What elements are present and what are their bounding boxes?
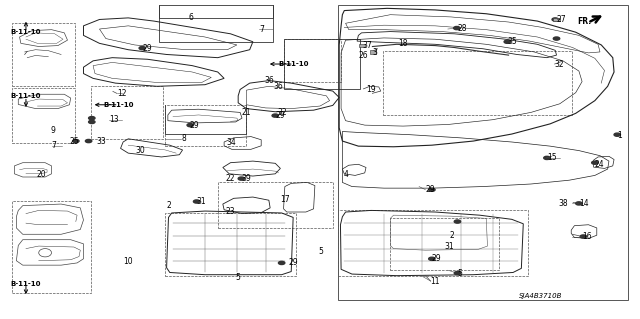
- Text: 20: 20: [36, 170, 46, 179]
- Text: 5: 5: [318, 247, 323, 256]
- Bar: [164, 213, 296, 276]
- Text: 27: 27: [557, 15, 566, 24]
- Circle shape: [429, 257, 435, 260]
- Circle shape: [454, 271, 461, 275]
- Circle shape: [454, 26, 460, 30]
- Text: 32: 32: [278, 108, 287, 117]
- Text: B-11-10: B-11-10: [104, 102, 134, 108]
- Bar: [390, 219, 499, 270]
- Text: 24: 24: [595, 160, 605, 169]
- Text: 30: 30: [136, 146, 146, 155]
- Text: 17: 17: [280, 195, 290, 204]
- Circle shape: [552, 18, 559, 21]
- Text: 35: 35: [508, 37, 517, 46]
- Circle shape: [429, 188, 435, 191]
- Circle shape: [238, 177, 244, 180]
- Text: 37: 37: [362, 41, 372, 50]
- Bar: [164, 105, 246, 146]
- Text: 16: 16: [582, 232, 592, 241]
- Bar: [91, 86, 163, 139]
- Bar: [284, 39, 360, 90]
- Text: 29: 29: [275, 111, 285, 120]
- Text: 34: 34: [227, 138, 236, 147]
- Text: B-11-10: B-11-10: [11, 93, 41, 100]
- Text: 29: 29: [142, 44, 152, 53]
- Bar: [218, 182, 333, 228]
- Text: 7: 7: [52, 141, 56, 150]
- Circle shape: [88, 116, 95, 120]
- Bar: [338, 211, 528, 276]
- Text: 5: 5: [236, 273, 241, 282]
- Circle shape: [278, 261, 285, 264]
- Text: FR.: FR.: [577, 17, 592, 26]
- Circle shape: [614, 133, 620, 136]
- Text: 29: 29: [431, 254, 441, 263]
- Circle shape: [85, 139, 92, 143]
- Circle shape: [576, 202, 582, 205]
- Text: 21: 21: [241, 108, 251, 117]
- Text: 31: 31: [196, 197, 206, 206]
- Text: B-11-10: B-11-10: [278, 61, 309, 67]
- Text: 15: 15: [547, 153, 557, 162]
- Text: 13: 13: [109, 115, 118, 124]
- Text: 33: 33: [96, 137, 106, 145]
- Circle shape: [139, 47, 145, 50]
- Text: 3: 3: [372, 48, 378, 57]
- Text: B-11-10: B-11-10: [11, 29, 41, 35]
- Circle shape: [272, 114, 278, 117]
- Bar: [12, 201, 91, 293]
- Bar: [338, 5, 628, 300]
- Text: 9: 9: [51, 126, 55, 135]
- Circle shape: [544, 156, 550, 160]
- Text: 31: 31: [444, 242, 454, 251]
- Text: 4: 4: [344, 170, 349, 179]
- Text: 26: 26: [358, 51, 368, 60]
- Text: 18: 18: [399, 40, 408, 48]
- Text: 14: 14: [579, 199, 589, 208]
- Text: 7: 7: [259, 25, 264, 33]
- Circle shape: [187, 123, 193, 127]
- Circle shape: [72, 139, 79, 143]
- Text: 5: 5: [458, 269, 462, 278]
- Text: 22: 22: [225, 174, 235, 183]
- Text: 36: 36: [264, 76, 274, 85]
- Text: 29: 29: [189, 121, 199, 130]
- Circle shape: [591, 161, 598, 164]
- Text: 25: 25: [69, 137, 79, 145]
- Text: 1: 1: [617, 131, 622, 140]
- Circle shape: [193, 200, 200, 203]
- Text: 2: 2: [450, 231, 454, 240]
- Text: 23: 23: [225, 207, 235, 216]
- Text: 10: 10: [123, 257, 132, 266]
- Circle shape: [580, 235, 587, 238]
- Text: 32: 32: [555, 60, 564, 69]
- Circle shape: [454, 220, 461, 223]
- Text: 36: 36: [273, 82, 283, 91]
- Circle shape: [88, 120, 95, 123]
- Text: 29: 29: [288, 258, 298, 267]
- Text: 6: 6: [188, 13, 193, 22]
- Circle shape: [554, 37, 560, 40]
- Bar: [284, 39, 341, 82]
- Text: 19: 19: [367, 85, 376, 94]
- Bar: [12, 88, 75, 143]
- Text: 12: 12: [116, 89, 126, 98]
- Text: 29: 29: [426, 185, 435, 194]
- Text: B-11-10: B-11-10: [11, 281, 41, 286]
- Circle shape: [504, 40, 511, 43]
- Text: 2: 2: [166, 201, 172, 210]
- Text: 8: 8: [181, 134, 186, 143]
- Bar: [12, 23, 75, 86]
- Bar: [159, 5, 273, 42]
- Text: 11: 11: [431, 277, 440, 286]
- Text: 39: 39: [241, 174, 251, 183]
- Text: 28: 28: [458, 24, 467, 33]
- Bar: [383, 51, 573, 115]
- Text: SJA4B3710B: SJA4B3710B: [519, 293, 562, 299]
- Text: 38: 38: [559, 199, 568, 208]
